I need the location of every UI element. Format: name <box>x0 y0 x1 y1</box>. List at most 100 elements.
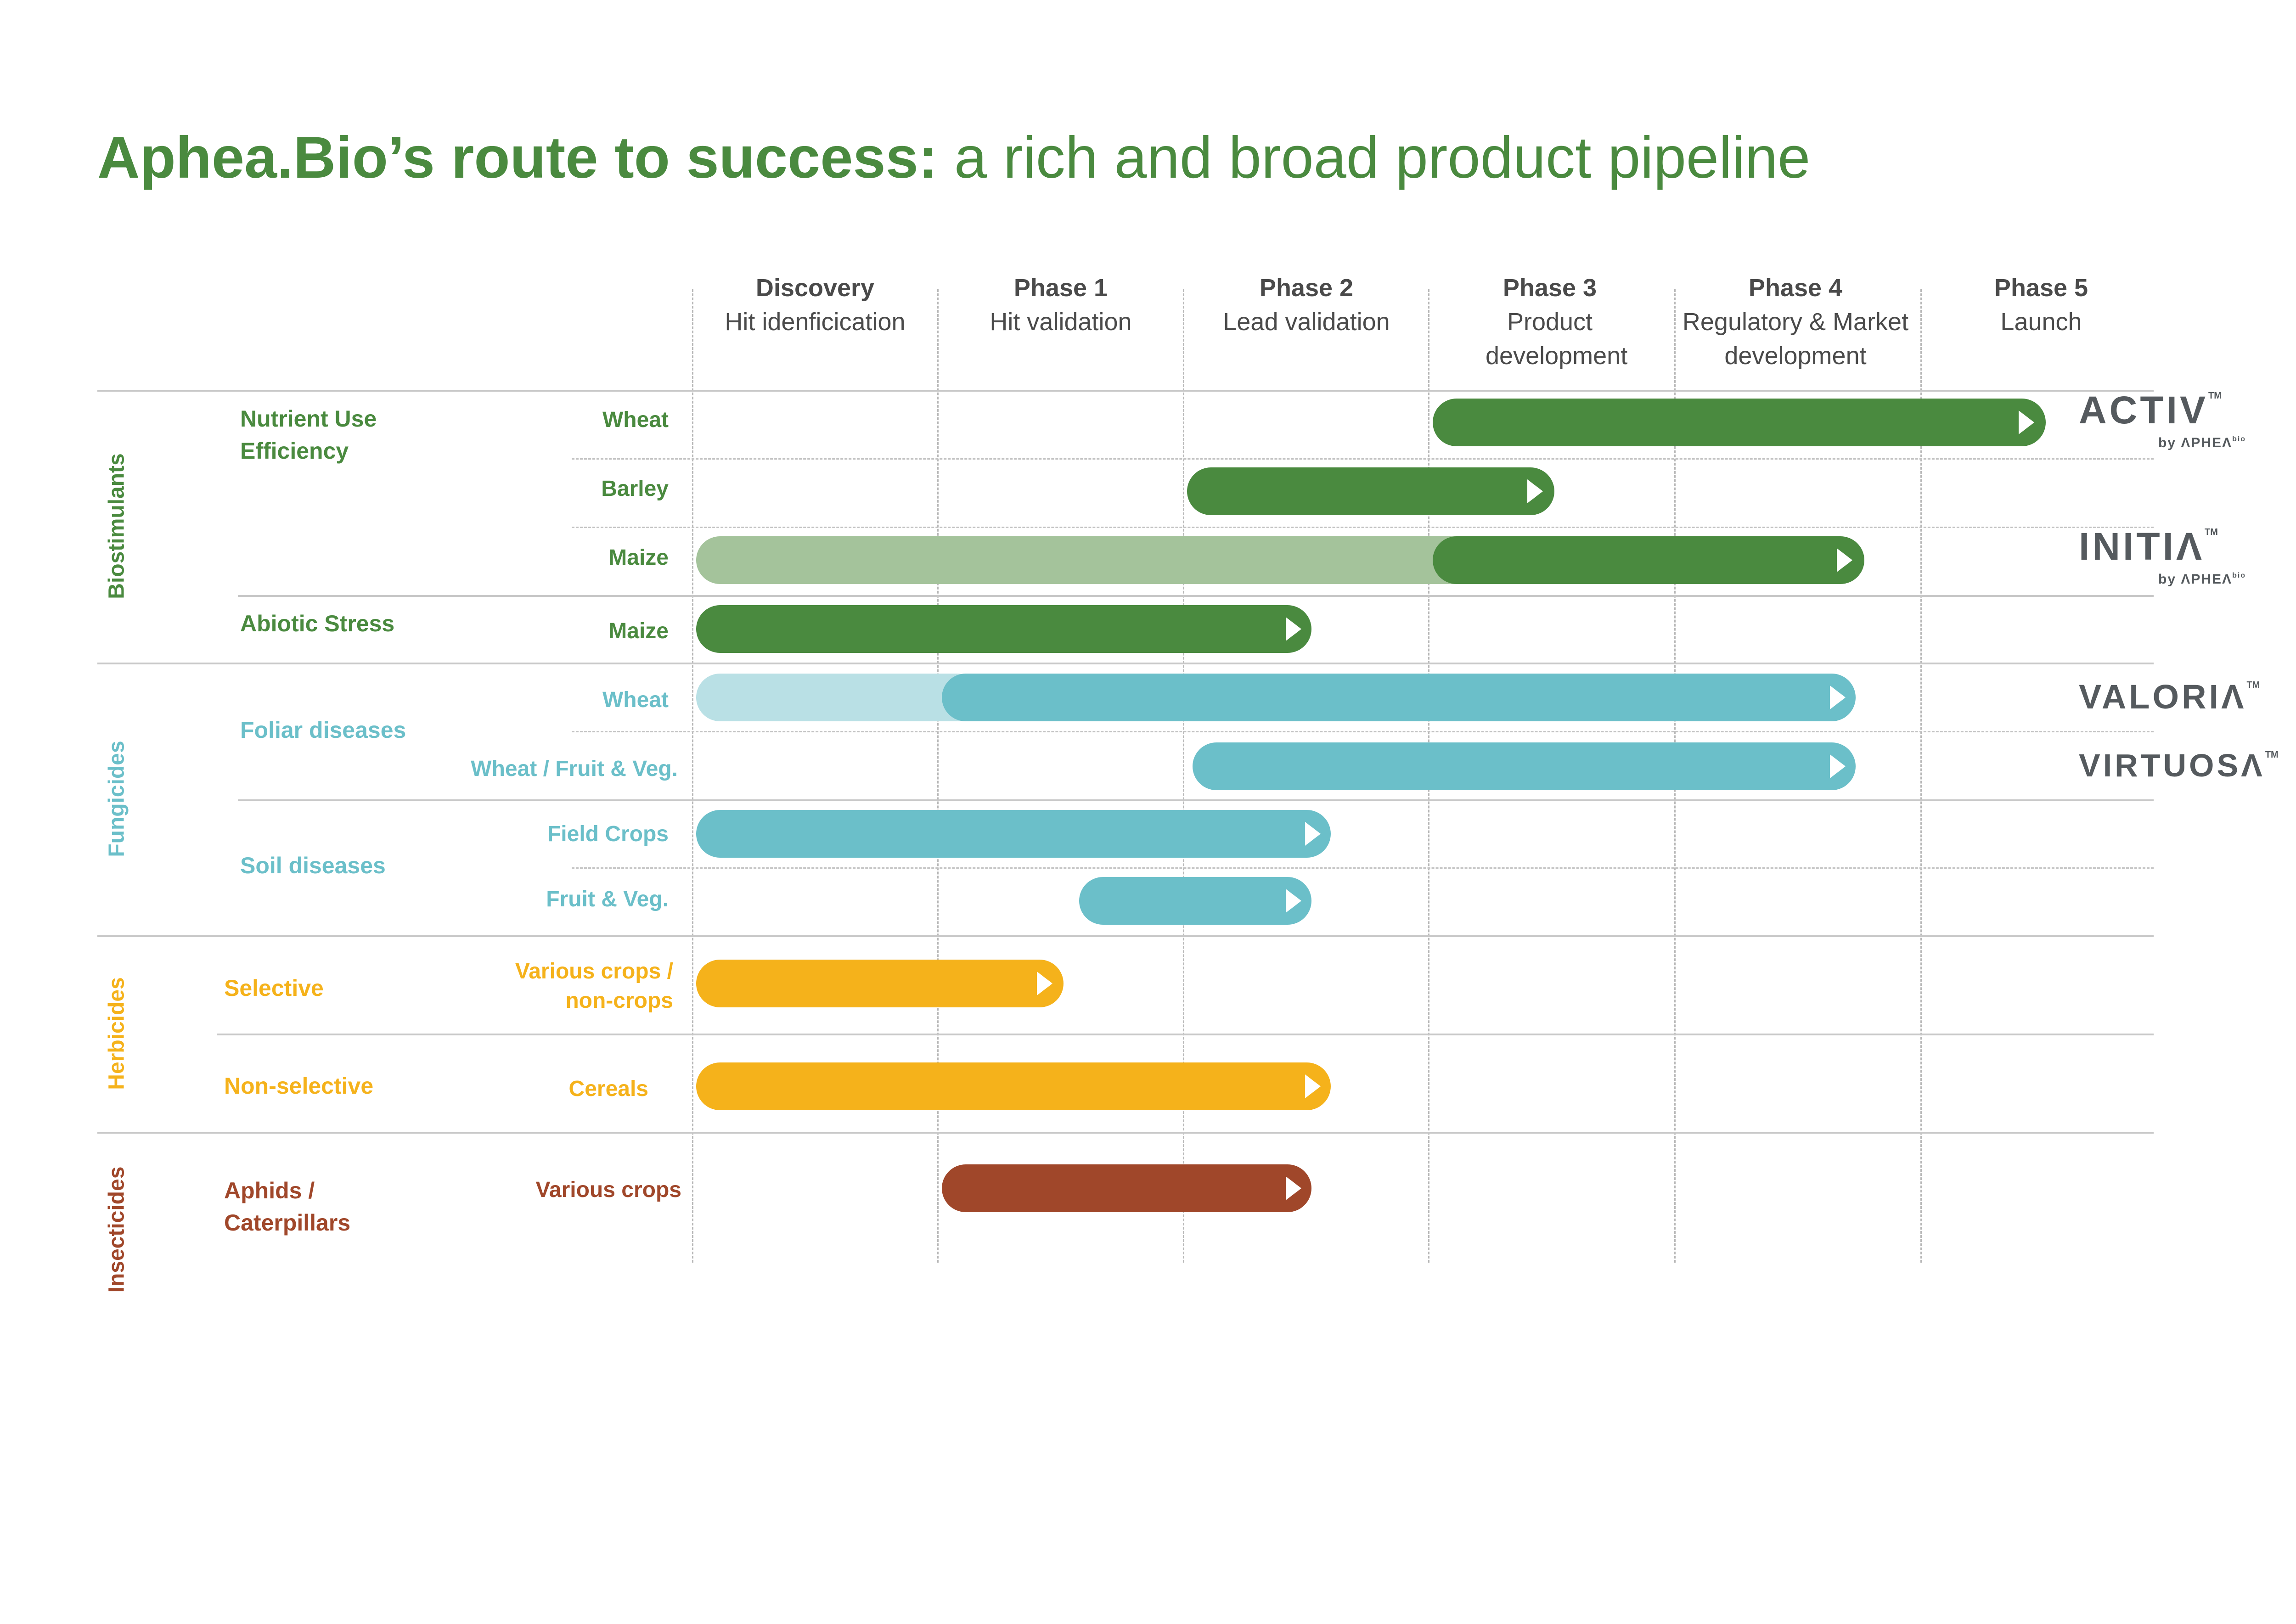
pipeline-bar <box>1193 742 1856 790</box>
pipeline-bar <box>1433 536 1864 584</box>
progress-arrow-icon <box>1527 479 1543 503</box>
pipeline-bar <box>1433 399 2046 446</box>
phase-divider <box>692 289 693 1263</box>
logo-valoria: VALORIΛTM <box>2079 677 2260 716</box>
phase-header-phase3: Phase 3 Product development <box>1430 274 1669 373</box>
subcategory-nutrient-use-efficiency: Nutrient Use Efficiency <box>240 406 377 464</box>
crop-label: Maize <box>608 619 669 643</box>
logo-activ-byline: by ΛPHEΛbio <box>2158 435 2246 451</box>
logo-tm: TM <box>2246 680 2260 690</box>
pipeline-bar <box>942 674 1856 721</box>
row-separator <box>572 527 2154 528</box>
title-light: a rich and broad product pipeline <box>938 125 1811 191</box>
logo-by: by ΛPHEΛ <box>2158 572 2233 587</box>
pipeline-bar-early <box>696 536 1523 584</box>
logo-initia: INITIΛTM <box>2079 524 2218 569</box>
phase-desc: Regulatory & Market development <box>1682 308 1909 370</box>
phase-desc: Lead validation <box>1223 308 1390 336</box>
progress-arrow-icon <box>1286 1176 1301 1200</box>
progress-arrow-icon <box>1286 617 1301 641</box>
category-herbicides: Herbicides <box>104 977 129 1090</box>
crop-label: Maize <box>608 545 669 570</box>
phase-desc: Launch <box>2000 308 2082 336</box>
progress-arrow-icon <box>1830 686 1846 709</box>
progress-arrow-icon <box>1305 822 1321 846</box>
row-separator <box>572 867 2154 869</box>
subsection-divider <box>217 1034 2154 1035</box>
pipeline-bar <box>1079 877 1311 925</box>
phase-name: Phase 2 <box>1259 274 1354 302</box>
phase-divider <box>1183 289 1184 1263</box>
section-divider <box>97 390 2154 392</box>
phase-header-phase4: Phase 4 Regulatory & Market development <box>1667 274 1924 373</box>
progress-arrow-icon <box>2019 410 2034 434</box>
phase-divider <box>937 289 939 1263</box>
pipeline-bar <box>696 960 1064 1007</box>
subcategory-selective: Selective <box>224 975 324 1001</box>
logo-bio: bio <box>2232 435 2246 443</box>
logo-name: VIRTUOSΛ <box>2079 747 2265 783</box>
crop-label: Wheat <box>602 688 669 712</box>
progress-arrow-icon <box>1837 548 1852 572</box>
crop-label: Field Crops <box>547 822 669 846</box>
logo-name: VALORIΛ <box>2079 678 2247 716</box>
crop-label: Various crops / non-crops <box>515 959 673 1013</box>
crop-label: Various crops <box>535 1178 681 1202</box>
subcategory-abiotic-stress: Abiotic Stress <box>240 611 395 636</box>
pipeline-bar <box>696 605 1311 653</box>
crop-label: Barley <box>601 477 669 501</box>
page-title: Aphea.Bio’s route to success: a rich and… <box>97 124 1810 191</box>
logo-tm: TM <box>2208 391 2222 401</box>
subcategory-soil-diseases: Soil diseases <box>240 853 386 878</box>
phase-name: Phase 3 <box>1503 274 1597 302</box>
phase-divider <box>1920 289 1922 1263</box>
progress-arrow-icon <box>1830 754 1846 778</box>
pipeline-bar-early <box>696 674 981 721</box>
row-separator <box>572 731 2154 732</box>
phase-name: Phase 4 <box>1748 274 1843 302</box>
subsection-divider <box>238 799 2154 801</box>
crop-label: Wheat <box>602 408 669 432</box>
subsection-divider <box>238 595 2154 597</box>
phase-name: Phase 5 <box>1994 274 2088 302</box>
logo-tm: TM <box>2205 527 2218 537</box>
logo-name: ACTIV <box>2079 388 2208 432</box>
logo-tm: TM <box>2265 750 2279 760</box>
logo-name: INITIΛ <box>2079 525 2205 568</box>
crop-label: Fruit & Veg. <box>546 887 669 911</box>
phase-name: Phase 1 <box>1013 274 1108 302</box>
subcategory-foliar-diseases: Foliar diseases <box>240 717 406 743</box>
phase-desc: Hit idenficication <box>725 308 906 336</box>
logo-bio: bio <box>2232 572 2246 579</box>
logo-virtuosa: VIRTUOSΛTM <box>2079 747 2279 784</box>
pipeline-bar <box>696 1062 1331 1110</box>
subcategory-non-selective: Non-selective <box>224 1073 374 1099</box>
section-divider <box>97 935 2154 937</box>
logo-by: by ΛPHEΛ <box>2158 435 2233 450</box>
progress-arrow-icon <box>1037 972 1052 995</box>
phase-header-phase5: Phase 5 Launch <box>1922 274 2161 339</box>
phase-desc: Product development <box>1486 308 1628 370</box>
title-bold: Aphea.Bio’s route to success: <box>97 125 938 191</box>
subcategory-aphids-caterpillars: Aphids / Caterpillars <box>224 1178 351 1236</box>
crop-label: Wheat / Fruit & Veg. <box>471 757 678 781</box>
section-divider <box>97 1132 2154 1134</box>
logo-activ: ACTIVTM <box>2079 388 2222 433</box>
logo-initia-byline: by ΛPHEΛbio <box>2158 572 2246 587</box>
section-divider <box>97 663 2154 664</box>
phase-desc: Hit validation <box>990 308 1132 336</box>
progress-arrow-icon <box>1305 1074 1321 1098</box>
phase-header-phase1: Phase 1 Hit validation <box>941 274 1180 339</box>
crop-label: Cereals <box>568 1077 648 1101</box>
row-separator <box>572 458 2154 460</box>
phase-header-discovery: Discovery Hit idenficication <box>696 274 934 339</box>
phase-name: Discovery <box>755 274 875 302</box>
pipeline-bar <box>942 1164 1311 1212</box>
phase-header-phase2: Phase 2 Lead validation <box>1187 274 1426 339</box>
progress-arrow-icon <box>1286 889 1301 913</box>
category-fungicides: Fungicides <box>104 741 129 857</box>
pipeline-bar <box>1187 467 1554 515</box>
category-insecticides: Insecticides <box>104 1166 129 1293</box>
category-biostimulants: Biostimulants <box>104 453 129 599</box>
